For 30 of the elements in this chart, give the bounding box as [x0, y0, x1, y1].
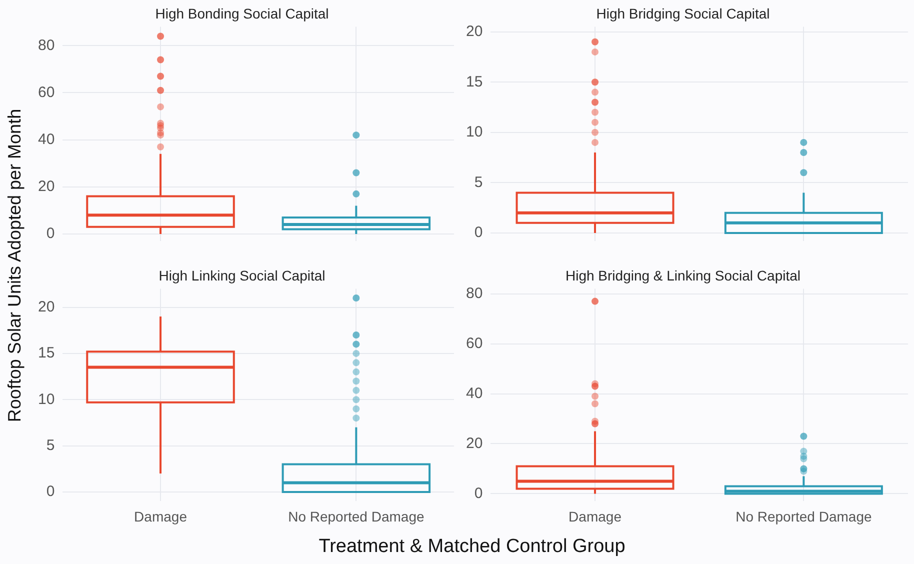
y-tick-label: 5: [46, 436, 55, 454]
chart-title: High Bridging & Linking Social Capital: [565, 267, 801, 284]
y-tick-label: 10: [38, 390, 55, 408]
y-tick-label: 20: [466, 22, 483, 40]
y-tick-label: 20: [38, 298, 55, 316]
x-tick-label: No Reported Damage: [736, 508, 872, 524]
y-tick-label: 40: [38, 130, 55, 148]
y-tick-label: 40: [466, 384, 483, 402]
y-tick-label: 60: [38, 84, 55, 101]
x-tick-label: Damage: [568, 508, 622, 524]
x-tick-label: Damage: [134, 508, 188, 524]
y-tick-label: 0: [474, 224, 483, 242]
y-tick-label: 15: [466, 73, 483, 90]
y-tick-label: 20: [466, 434, 483, 452]
y-axis-title: Rooftop Solar Units Adopted per Month: [4, 108, 26, 424]
y-tick-label: 0: [46, 483, 55, 500]
y-tick-label: 0: [46, 225, 55, 242]
y-tick-label: 10: [466, 124, 483, 141]
y-tick-label: 60: [466, 334, 483, 352]
y-tick-label: 15: [38, 344, 55, 362]
y-tick-label: 5: [474, 174, 483, 191]
y-tick-label: 80: [38, 36, 55, 54]
chart-title: High Bonding Social Capital: [155, 5, 329, 22]
chart-title: High Bridging Social Capital: [596, 5, 770, 22]
chart-title: High Linking Social Capital: [158, 267, 326, 284]
y-tick-label: 20: [38, 178, 55, 195]
y-tick-label: 80: [466, 284, 483, 302]
x-tick-label: No Reported Damage: [288, 508, 424, 524]
x-axis-title: Treatment & Matched Control Group: [318, 536, 626, 558]
y-tick-label: 0: [474, 484, 483, 502]
